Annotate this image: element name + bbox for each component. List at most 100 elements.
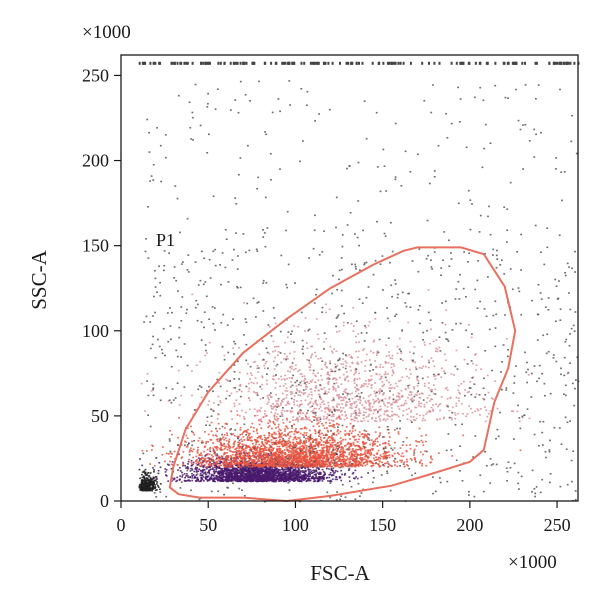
event-dot (215, 461, 217, 463)
event-dot (178, 478, 181, 481)
event-dot (379, 434, 381, 436)
event-dot (271, 443, 274, 446)
event-dot (242, 458, 245, 460)
event-dot (209, 468, 212, 470)
event-dot (278, 445, 281, 448)
event-dot (208, 457, 210, 459)
event-dot (262, 449, 265, 452)
event-dot (331, 352, 334, 354)
event-dot (348, 434, 351, 436)
event-dot (262, 476, 265, 478)
event-dot (272, 350, 274, 353)
event-dot (220, 472, 223, 475)
event-dot (272, 476, 275, 478)
event-dot (272, 447, 274, 450)
event-dot (191, 475, 194, 477)
event-dot (340, 455, 343, 458)
event-dot (328, 457, 330, 460)
event-dot (274, 346, 276, 348)
event-dot (285, 410, 288, 412)
event-dot (397, 431, 400, 433)
event-dot (308, 478, 311, 480)
event-dot (238, 464, 241, 467)
event-dot (208, 462, 211, 465)
event-dot (354, 464, 357, 466)
event-dot (189, 476, 192, 478)
event-dot (190, 425, 192, 428)
event-dot (413, 448, 416, 451)
event-dot (322, 462, 324, 464)
event-dot (215, 467, 218, 469)
event-dot (361, 465, 364, 467)
event-dot (231, 473, 233, 476)
event-dot (225, 439, 228, 442)
event-dot (349, 445, 352, 448)
event-dot (255, 451, 257, 454)
event-dot (185, 434, 188, 437)
event-dot (300, 474, 303, 477)
event-dot (209, 450, 212, 453)
event-dot (289, 474, 292, 476)
event-dot (400, 461, 403, 463)
event-dot (342, 456, 344, 459)
event-dot (225, 445, 228, 448)
event-dot (354, 463, 357, 465)
event-dot (310, 477, 313, 480)
event-dot (195, 474, 198, 476)
event-dot (336, 463, 338, 465)
event-dot (421, 441, 424, 444)
event-dot (286, 419, 289, 422)
event-dot (254, 476, 257, 478)
event-dot (295, 441, 298, 443)
event-dot (151, 449, 153, 451)
event-dot (293, 430, 296, 433)
event-dot (292, 416, 294, 418)
event-dot (278, 428, 281, 431)
event-dot (232, 465, 235, 468)
event-dot (342, 449, 345, 452)
event-dot (313, 416, 316, 418)
event-dot (362, 440, 365, 443)
event-dot (227, 471, 230, 474)
event-dot (305, 459, 308, 461)
event-dot (372, 341, 375, 343)
event-dot (315, 461, 318, 464)
event-dot (186, 445, 189, 448)
event-dot (218, 440, 221, 443)
event-dot (350, 413, 353, 415)
event-dot (276, 402, 278, 405)
event-dot (155, 478, 158, 480)
event-dot (372, 443, 375, 446)
event-dot (320, 357, 322, 359)
event-dot (279, 429, 282, 432)
event-dot (286, 442, 288, 445)
event-dot (363, 348, 366, 350)
event-dot (274, 418, 277, 421)
event-dot (225, 460, 228, 463)
event-dot (384, 453, 387, 455)
event-dot (300, 391, 303, 394)
event-dot (314, 477, 316, 479)
event-dot (307, 478, 309, 480)
event-dot (423, 404, 426, 406)
event-dot (264, 447, 266, 449)
event-dot (322, 463, 325, 466)
event-dot (304, 478, 306, 480)
event-dot (202, 476, 205, 478)
event-dot (298, 479, 300, 481)
event-dot (245, 477, 247, 479)
event-dot (372, 462, 375, 465)
event-dot (245, 430, 247, 433)
event-dot (250, 468, 253, 470)
event-dot (271, 453, 274, 456)
event-dot (312, 425, 315, 428)
event-dot (196, 450, 199, 453)
event-dot (317, 462, 320, 464)
event-dot (374, 443, 376, 446)
event-dot (234, 454, 237, 456)
event-dot (169, 460, 171, 463)
event-dot (294, 470, 297, 472)
event-dot (406, 463, 408, 466)
event-dot (241, 461, 244, 463)
event-dot (329, 443, 332, 445)
